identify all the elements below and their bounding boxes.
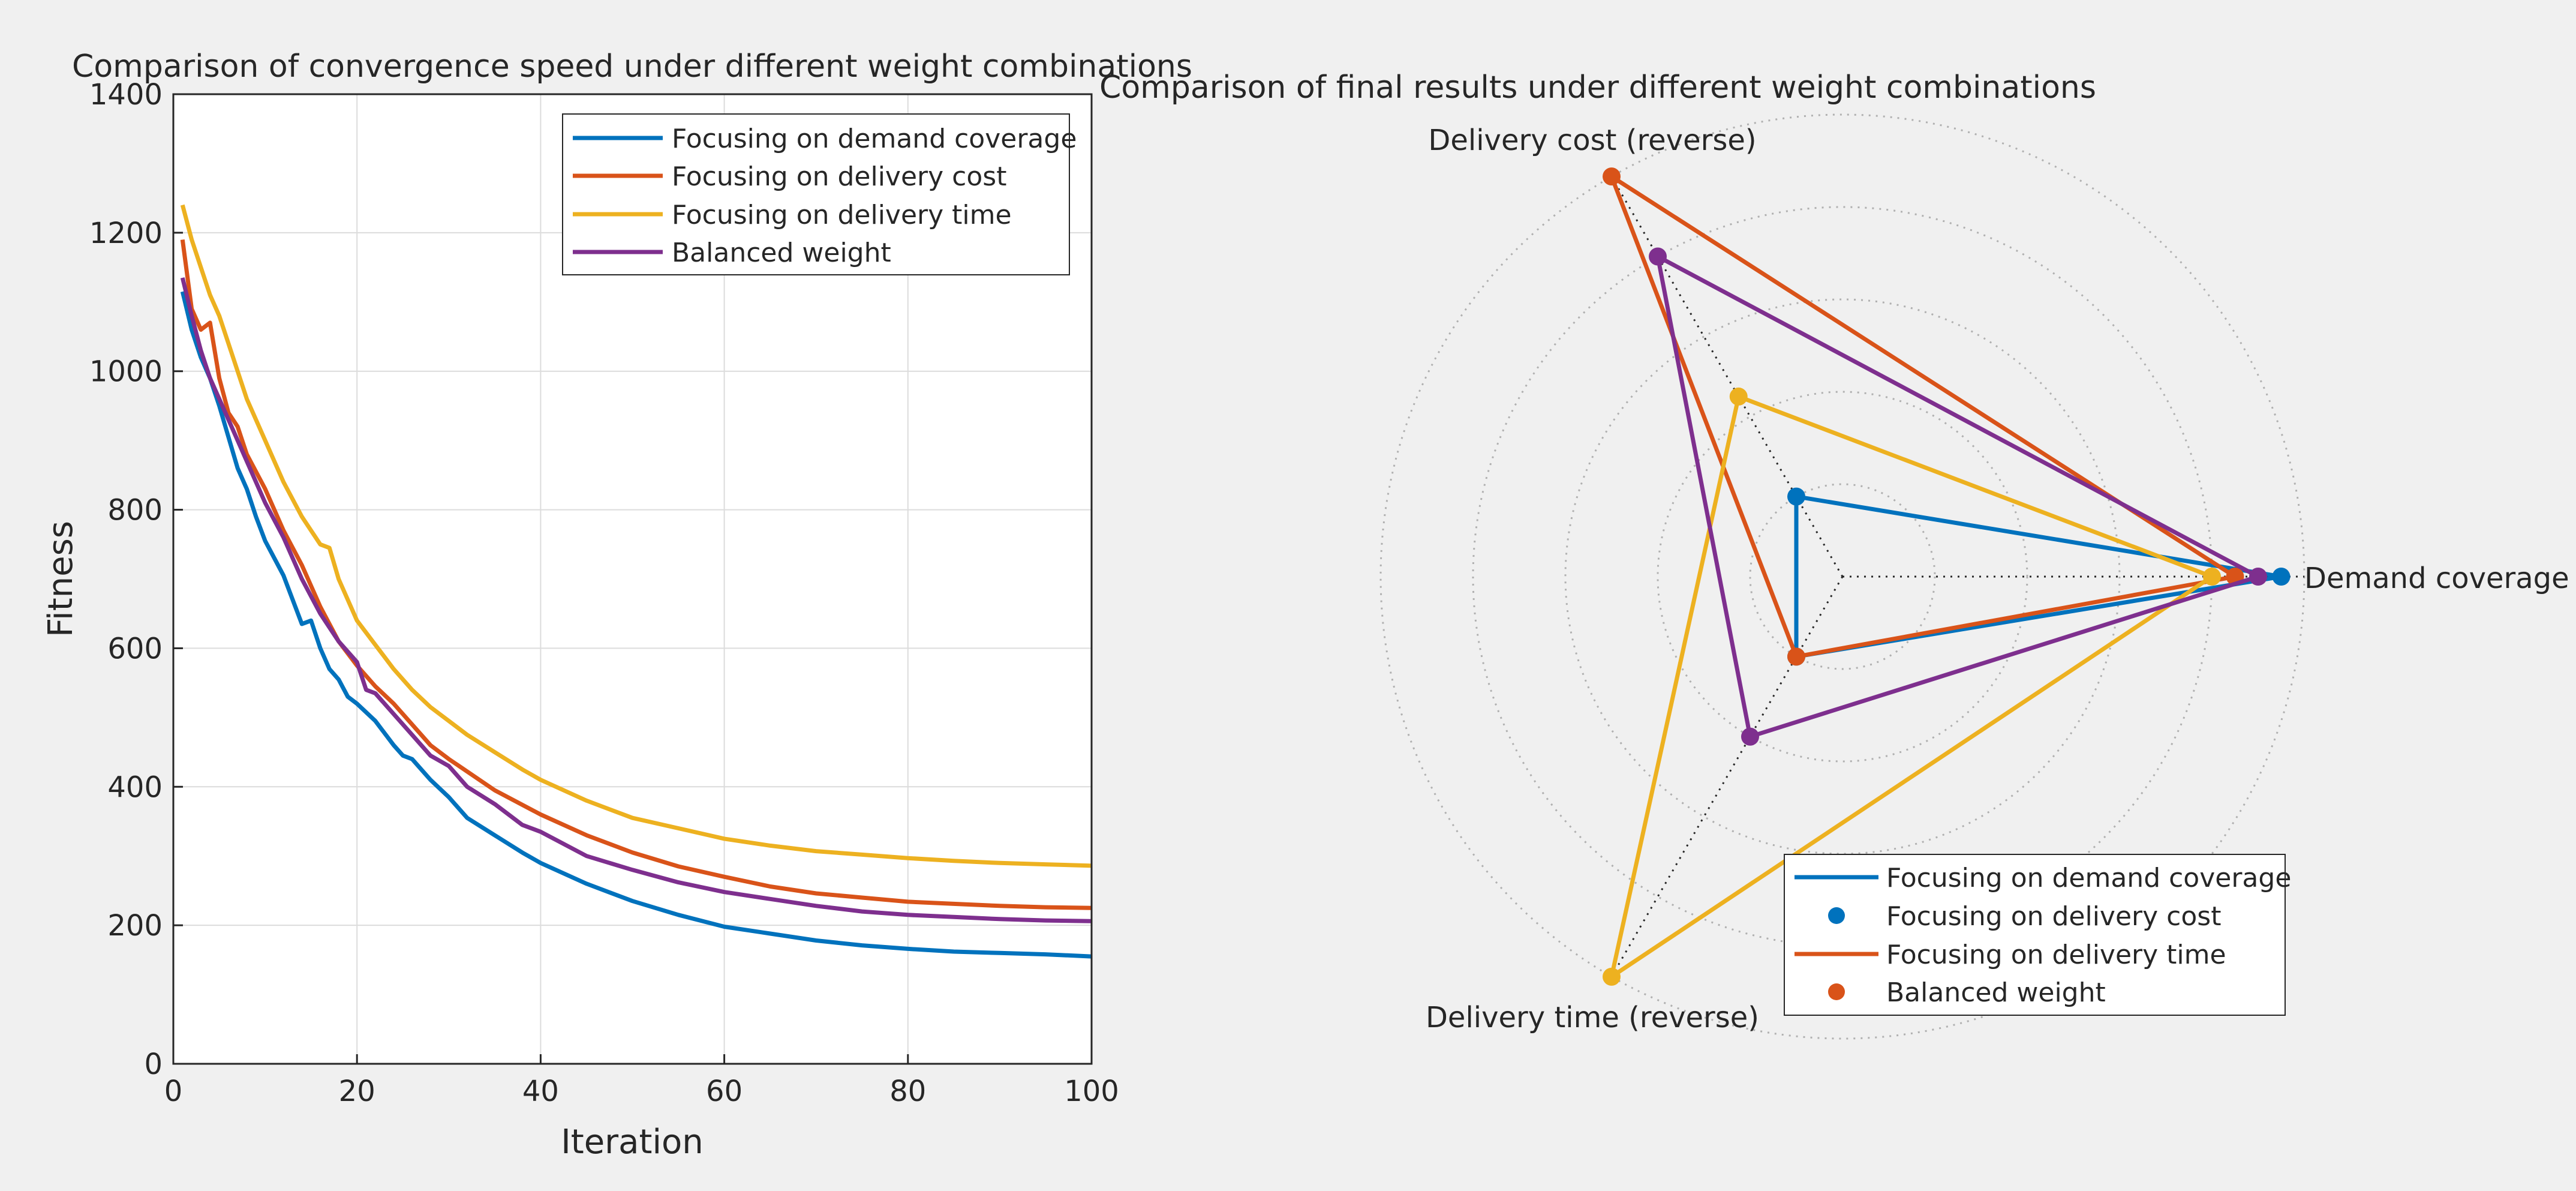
radar-ring: [1657, 391, 2028, 763]
radar-point-balanced-weight-0: [2249, 568, 2267, 586]
right-legend-label-0: Focusing on demand coverage: [1886, 863, 2291, 893]
left-legend: Focusing on demand coverage Focusing on …: [562, 113, 1077, 275]
right-legend-dot-demand: [1828, 907, 1845, 924]
radar-spoke-2: [1610, 576, 1844, 977]
radar-point-delivery-time-0: [2203, 568, 2221, 586]
left-y-tick-label: 1400: [89, 78, 163, 112]
radar-point-delivery-time-1: [1729, 387, 1748, 406]
left-y-tick-label: 1000: [89, 355, 163, 389]
radar-polygon-demand-coverage: [1794, 494, 2283, 659]
right-legend-label-3: Balanced weight: [1886, 977, 2106, 1008]
radar-polygon-delivery-time: [1609, 394, 2214, 979]
line-series-demand-coverage: [180, 291, 1092, 959]
right-legend-label-2: Focusing on delivery time: [1886, 940, 2226, 970]
left-x-tick-label: 80: [889, 1075, 926, 1108]
left-legend-label-time: Focusing on delivery time: [672, 200, 1012, 230]
left-chart-title: Comparison of convergence speed under di…: [72, 49, 1192, 85]
left-y-ticks: 0 200 400 600 800 1000 1200 1400: [89, 78, 183, 1081]
left-x-tick-label: 40: [522, 1075, 559, 1108]
left-legend-label-demand: Focusing on demand coverage: [672, 124, 1077, 154]
left-x-tick-label: 60: [706, 1075, 743, 1108]
right-legend-box: [1784, 854, 2286, 1016]
line-series-delivery-cost: [180, 239, 1092, 910]
radar-spokes: [1610, 176, 2304, 977]
radar-series-group: [1603, 167, 2291, 986]
left-x-tick-label: 100: [1064, 1075, 1119, 1108]
radar-point-delivery-cost-2: [1787, 647, 1805, 666]
radar-point-delivery-time-2: [1603, 967, 1621, 986]
radar-point-balanced-weight-2: [1741, 727, 1759, 746]
left-y-tick-label: 0: [144, 1048, 163, 1081]
left-legend-label-cost: Focusing on delivery cost: [672, 161, 1006, 192]
radar-point-demand-coverage-1: [1787, 487, 1805, 506]
radar-label-demand-coverage: Demand coverage: [2304, 562, 2569, 595]
right-legend-dot-cost: [1828, 983, 1845, 1000]
left-y-tick-label: 600: [107, 632, 163, 665]
radar-label-delivery-time: Delivery time (reverse): [1426, 1001, 1759, 1034]
line-series-delivery-time: [180, 204, 1092, 868]
convergence-line-chart: 0 20 40 60 80 100 0 200 400 600 800 1000 1200 1400 C…: [41, 49, 1192, 1162]
radar-polygon-balanced-weight: [1655, 254, 2261, 739]
left-axes-box: [172, 93, 1093, 1065]
left-legend-box: [562, 113, 1070, 275]
right-legend-label-1: Focusing on delivery cost: [1886, 901, 2221, 932]
left-y-axis-label: Fitness: [41, 521, 80, 637]
right-chart-title: Comparison of final results under differ…: [1099, 70, 2096, 106]
right-legend: Focusing on demand coverage Focusing on …: [1784, 854, 2291, 1016]
radar-polygon-delivery-cost: [1609, 174, 2237, 659]
left-x-ticks: 0 20 40 60 80 100: [164, 1054, 1119, 1108]
radar-label-delivery-cost: Delivery cost (reverse): [1428, 124, 1756, 157]
line-series-balanced-weight: [180, 277, 1092, 923]
final-results-radar-chart: Comparison of final results under differ…: [1099, 70, 2569, 1040]
radar-point-balanced-weight-1: [1649, 247, 1667, 266]
radar-point-demand-coverage-0: [2272, 568, 2291, 586]
radar-ring: [1564, 298, 2121, 855]
left-x-tick-label: 20: [339, 1075, 375, 1108]
radar-point-delivery-cost-1: [1603, 167, 1621, 186]
left-x-tick-label: 0: [164, 1075, 183, 1108]
left-legend-label-balanced: Balanced weight: [672, 238, 891, 268]
left-x-axis-label: Iteration: [561, 1123, 704, 1162]
left-y-tick-label: 200: [107, 909, 163, 943]
left-y-tick-label: 400: [107, 770, 163, 804]
left-y-tick-label: 800: [107, 494, 163, 527]
left-series-group: [180, 204, 1092, 959]
radar-spoke-1: [1610, 176, 1844, 577]
radar-ring: [1749, 483, 1936, 670]
left-y-tick-label: 1200: [89, 217, 163, 250]
